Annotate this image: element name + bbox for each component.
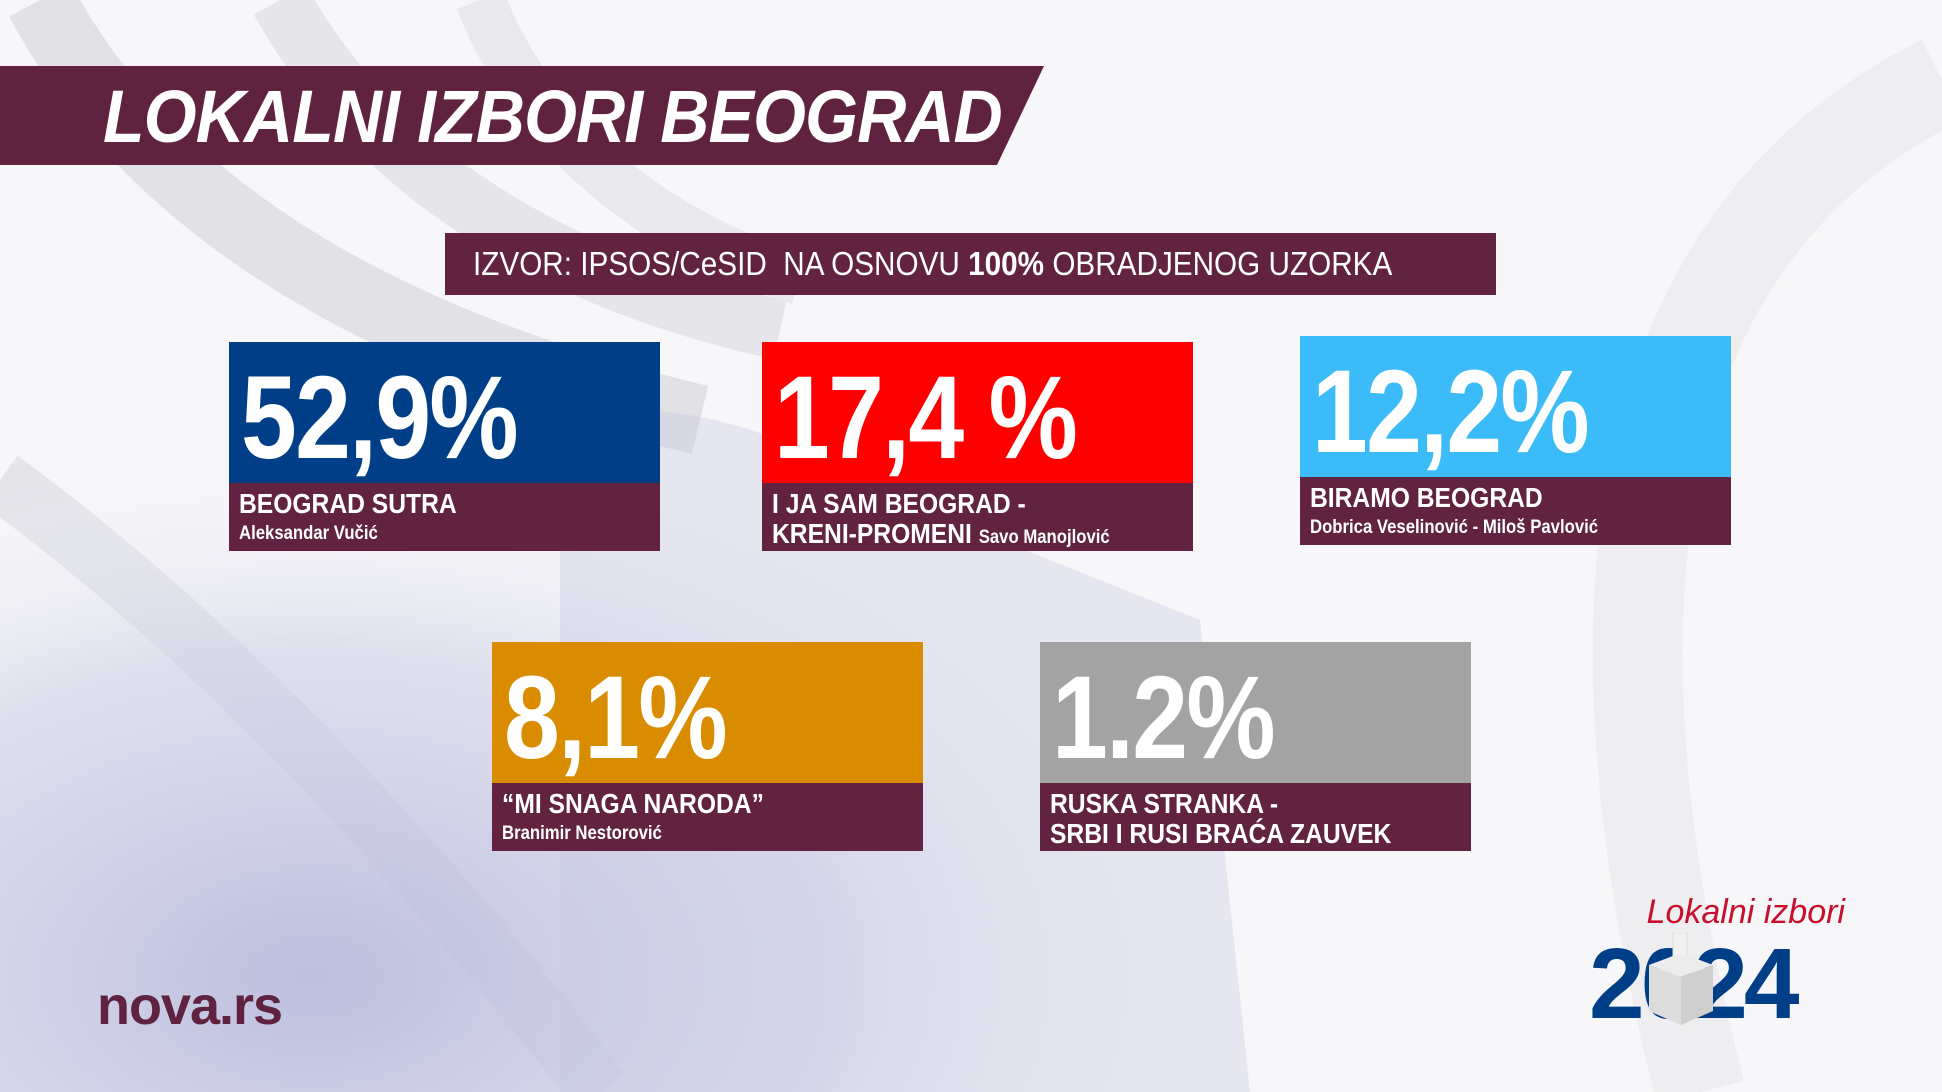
- party-name: RUSKA STRANKA - SRBI I RUSI BRAĆA ZAUVEK: [1050, 789, 1391, 849]
- result-card-kreni-promeni: 17,4 % I JA SAM BEOGRAD - KRENI-PROMENI S…: [762, 342, 1193, 551]
- result-percent: 12,2%: [1312, 346, 1590, 477]
- party-leader: Branimir Nestorović: [502, 823, 662, 844]
- page-title: LOKALNI IZBORI BEOGRAD: [103, 75, 1003, 158]
- party-leader: Dobrica Veselinović - Miloš Pavlović: [1310, 517, 1599, 538]
- result-card-ruska-stranka: 1.2% RUSKA STRANKA - SRBI I RUSI BRAĆA ZA…: [1040, 642, 1471, 851]
- nova-logo: nova.rs: [97, 976, 283, 1036]
- ballot-box-icon: [1649, 933, 1713, 1025]
- result-percent: 17,4 %: [774, 352, 1078, 483]
- party-name: “MI SNAGA NARODA”: [502, 788, 764, 819]
- party-name-line1: I JA SAM BEOGRAD -: [772, 488, 1026, 519]
- result-percent-box: 8,1%: [492, 642, 923, 783]
- party-name: BIRAMO BEOGRAD: [1310, 482, 1543, 513]
- result-percent: 52,9%: [241, 352, 519, 483]
- party-name-line2: SRBI I RUSI BRAĆA ZAUVEK: [1050, 818, 1392, 849]
- party-name: BEOGRAD SUTRA: [239, 488, 457, 519]
- result-label-box: “MI SNAGA NARODA” Branimir Nestorović: [492, 783, 923, 851]
- source-bar: IZVOR: IPSOS/CeSID NA OSNOVU 100% OBRADJ…: [445, 233, 1496, 295]
- result-label-box: I JA SAM BEOGRAD - KRENI-PROMENI Savo Man…: [762, 483, 1193, 551]
- result-percent: 8,1%: [504, 652, 728, 783]
- elections-2024-logo: Lokalni izbori 2024: [1589, 893, 1849, 1040]
- party-name-line2: KRENI-PROMENI: [772, 518, 972, 549]
- source-text: IZVOR: IPSOS/CeSID NA OSNOVU 100% OBRADJ…: [473, 233, 1392, 295]
- result-card-beograd-sutra: 52,9% BEOGRAD SUTRA Aleksandar Vučić: [229, 342, 660, 551]
- logo-event-label: Lokalni izbori: [1646, 893, 1845, 931]
- result-card-biramo-beograd: 12,2% BIRAMO BEOGRAD Dobrica Veselinović…: [1300, 336, 1731, 545]
- result-percent: 1.2%: [1052, 652, 1276, 783]
- result-card-mi-snaga-naroda: 8,1% “MI SNAGA NARODA” Branimir Nestorov…: [492, 642, 923, 851]
- title-banner: LOKALNI IZBORI BEOGRAD: [0, 66, 1044, 165]
- party-leader: Aleksandar Vučić: [239, 523, 378, 544]
- party-leader: Savo Manojlović: [978, 527, 1110, 548]
- source-percent: 100%: [968, 245, 1045, 282]
- result-label-box: RUSKA STRANKA - SRBI I RUSI BRAĆA ZAUVEK: [1040, 783, 1471, 851]
- result-percent-box: 17,4 %: [762, 342, 1193, 483]
- result-percent-box: 1.2%: [1040, 642, 1471, 783]
- result-percent-box: 12,2%: [1300, 336, 1731, 477]
- party-name: I JA SAM BEOGRAD - KRENI-PROMENI Savo Man…: [772, 489, 1110, 553]
- party-name-line1: RUSKA STRANKA -: [1050, 788, 1279, 819]
- source-prefix: IZVOR: IPSOS/CeSID NA OSNOVU: [473, 245, 969, 282]
- source-suffix: OBRADJENOG UZORKA: [1044, 245, 1393, 282]
- result-label-box: BEOGRAD SUTRA Aleksandar Vučić: [229, 483, 660, 551]
- result-label-box: BIRAMO BEOGRAD Dobrica Veselinović - Mil…: [1300, 477, 1731, 545]
- result-percent-box: 52,9%: [229, 342, 660, 483]
